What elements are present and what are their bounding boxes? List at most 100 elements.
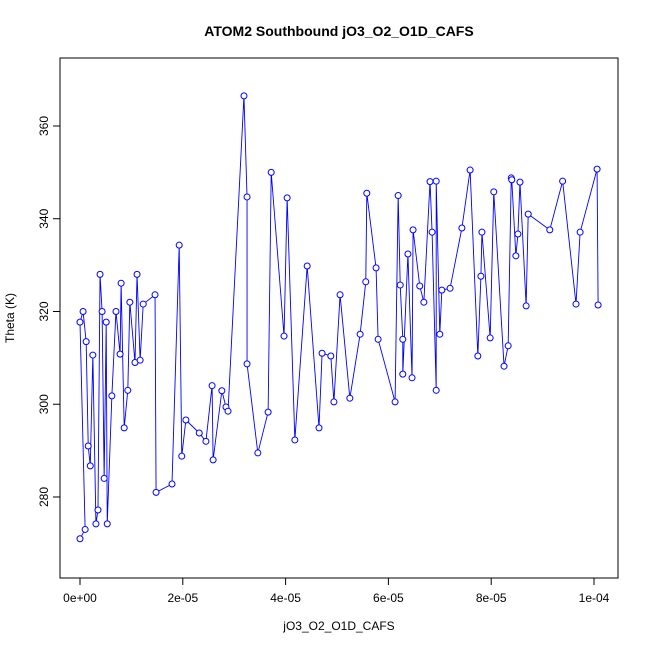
data-point: [514, 230, 522, 238]
data-point: [346, 394, 354, 402]
data-point: [96, 270, 104, 278]
data-point: [315, 424, 323, 432]
data-point: [572, 300, 580, 308]
chart-title: ATOM2 Southbound jO3_O2_O1D_CAFS: [204, 23, 473, 39]
data-point: [356, 330, 364, 338]
data-point: [330, 398, 338, 406]
data-point: [363, 189, 371, 197]
data-point: [436, 330, 444, 338]
data-point: [124, 386, 132, 394]
data-point: [486, 334, 494, 342]
x-tick-label: 1e-04: [579, 591, 610, 605]
data-point: [280, 332, 288, 340]
data-point: [209, 456, 217, 464]
data-point: [182, 416, 190, 424]
data-point: [98, 307, 106, 315]
data-point: [477, 272, 485, 280]
data-point: [243, 360, 251, 368]
data-point: [117, 279, 125, 287]
y-tick-label: 360: [37, 116, 51, 136]
data-point: [92, 520, 100, 528]
data-point: [76, 318, 84, 326]
data-point: [336, 291, 344, 299]
data-point: [178, 452, 186, 460]
data-point: [81, 525, 89, 533]
data-point: [522, 302, 530, 310]
data-point: [175, 241, 183, 249]
y-axis-label: Theta (K): [3, 293, 17, 343]
data-point: [593, 165, 601, 173]
data-point: [303, 262, 311, 270]
data-point: [267, 168, 275, 176]
data-point: [283, 194, 291, 202]
x-tick-label: 6e-05: [373, 591, 404, 605]
data-point: [76, 535, 84, 543]
data-point: [327, 352, 335, 360]
data-point: [120, 424, 128, 432]
data-point: [84, 442, 92, 450]
data-point: [126, 298, 134, 306]
data-point: [94, 506, 102, 514]
data-point: [100, 474, 108, 482]
data-point: [89, 351, 97, 359]
data-point: [136, 356, 144, 364]
data-point: [372, 264, 380, 272]
data-point: [474, 352, 482, 360]
x-tick-label: 0e+00: [63, 591, 97, 605]
data-point: [420, 298, 428, 306]
y-tick-label: 340: [37, 208, 51, 228]
data-point: [86, 462, 94, 470]
y-tick-label: 280: [37, 487, 51, 507]
data-point: [576, 228, 584, 236]
data-point: [466, 166, 474, 174]
data-point: [112, 307, 120, 315]
data-point: [399, 335, 407, 343]
data-point: [218, 387, 226, 395]
data-point: [409, 226, 417, 234]
data-point: [594, 301, 602, 309]
data-point: [151, 291, 159, 299]
data-point: [291, 436, 299, 444]
data-point: [195, 429, 203, 437]
data-point: [240, 92, 248, 100]
data-point: [139, 300, 147, 308]
data-point: [446, 284, 454, 292]
y-tick-label: 320: [37, 301, 51, 321]
data-point: [79, 307, 87, 315]
data-point: [168, 480, 176, 488]
data-point: [108, 392, 116, 400]
data-point: [438, 286, 446, 294]
data-point: [116, 350, 124, 358]
data-point: [458, 224, 466, 232]
data-point: [394, 192, 402, 200]
data-point: [500, 362, 508, 370]
data-point: [243, 193, 251, 201]
y-tick-label: 300: [37, 394, 51, 414]
data-point: [512, 252, 520, 260]
data-point: [264, 408, 272, 416]
data-point: [546, 226, 554, 234]
data-point: [399, 370, 407, 378]
data-point: [428, 228, 436, 236]
data-point: [391, 398, 399, 406]
data-point: [504, 342, 512, 350]
data-point: [202, 437, 210, 445]
data-point: [432, 386, 440, 394]
data-point: [103, 520, 111, 528]
data-point: [404, 250, 412, 258]
data-point: [82, 338, 90, 346]
x-axis-label: jO3_O2_O1D_CAFS: [282, 619, 394, 633]
data-point: [408, 374, 416, 382]
data-point: [133, 270, 141, 278]
data-point: [426, 178, 434, 186]
data-point: [559, 177, 567, 185]
data-point: [374, 335, 382, 343]
x-tick-label: 2e-05: [167, 591, 198, 605]
data-point: [208, 382, 216, 390]
data-point: [102, 318, 110, 326]
data-point: [490, 188, 498, 196]
data-point: [224, 407, 232, 415]
data-point: [362, 278, 370, 286]
